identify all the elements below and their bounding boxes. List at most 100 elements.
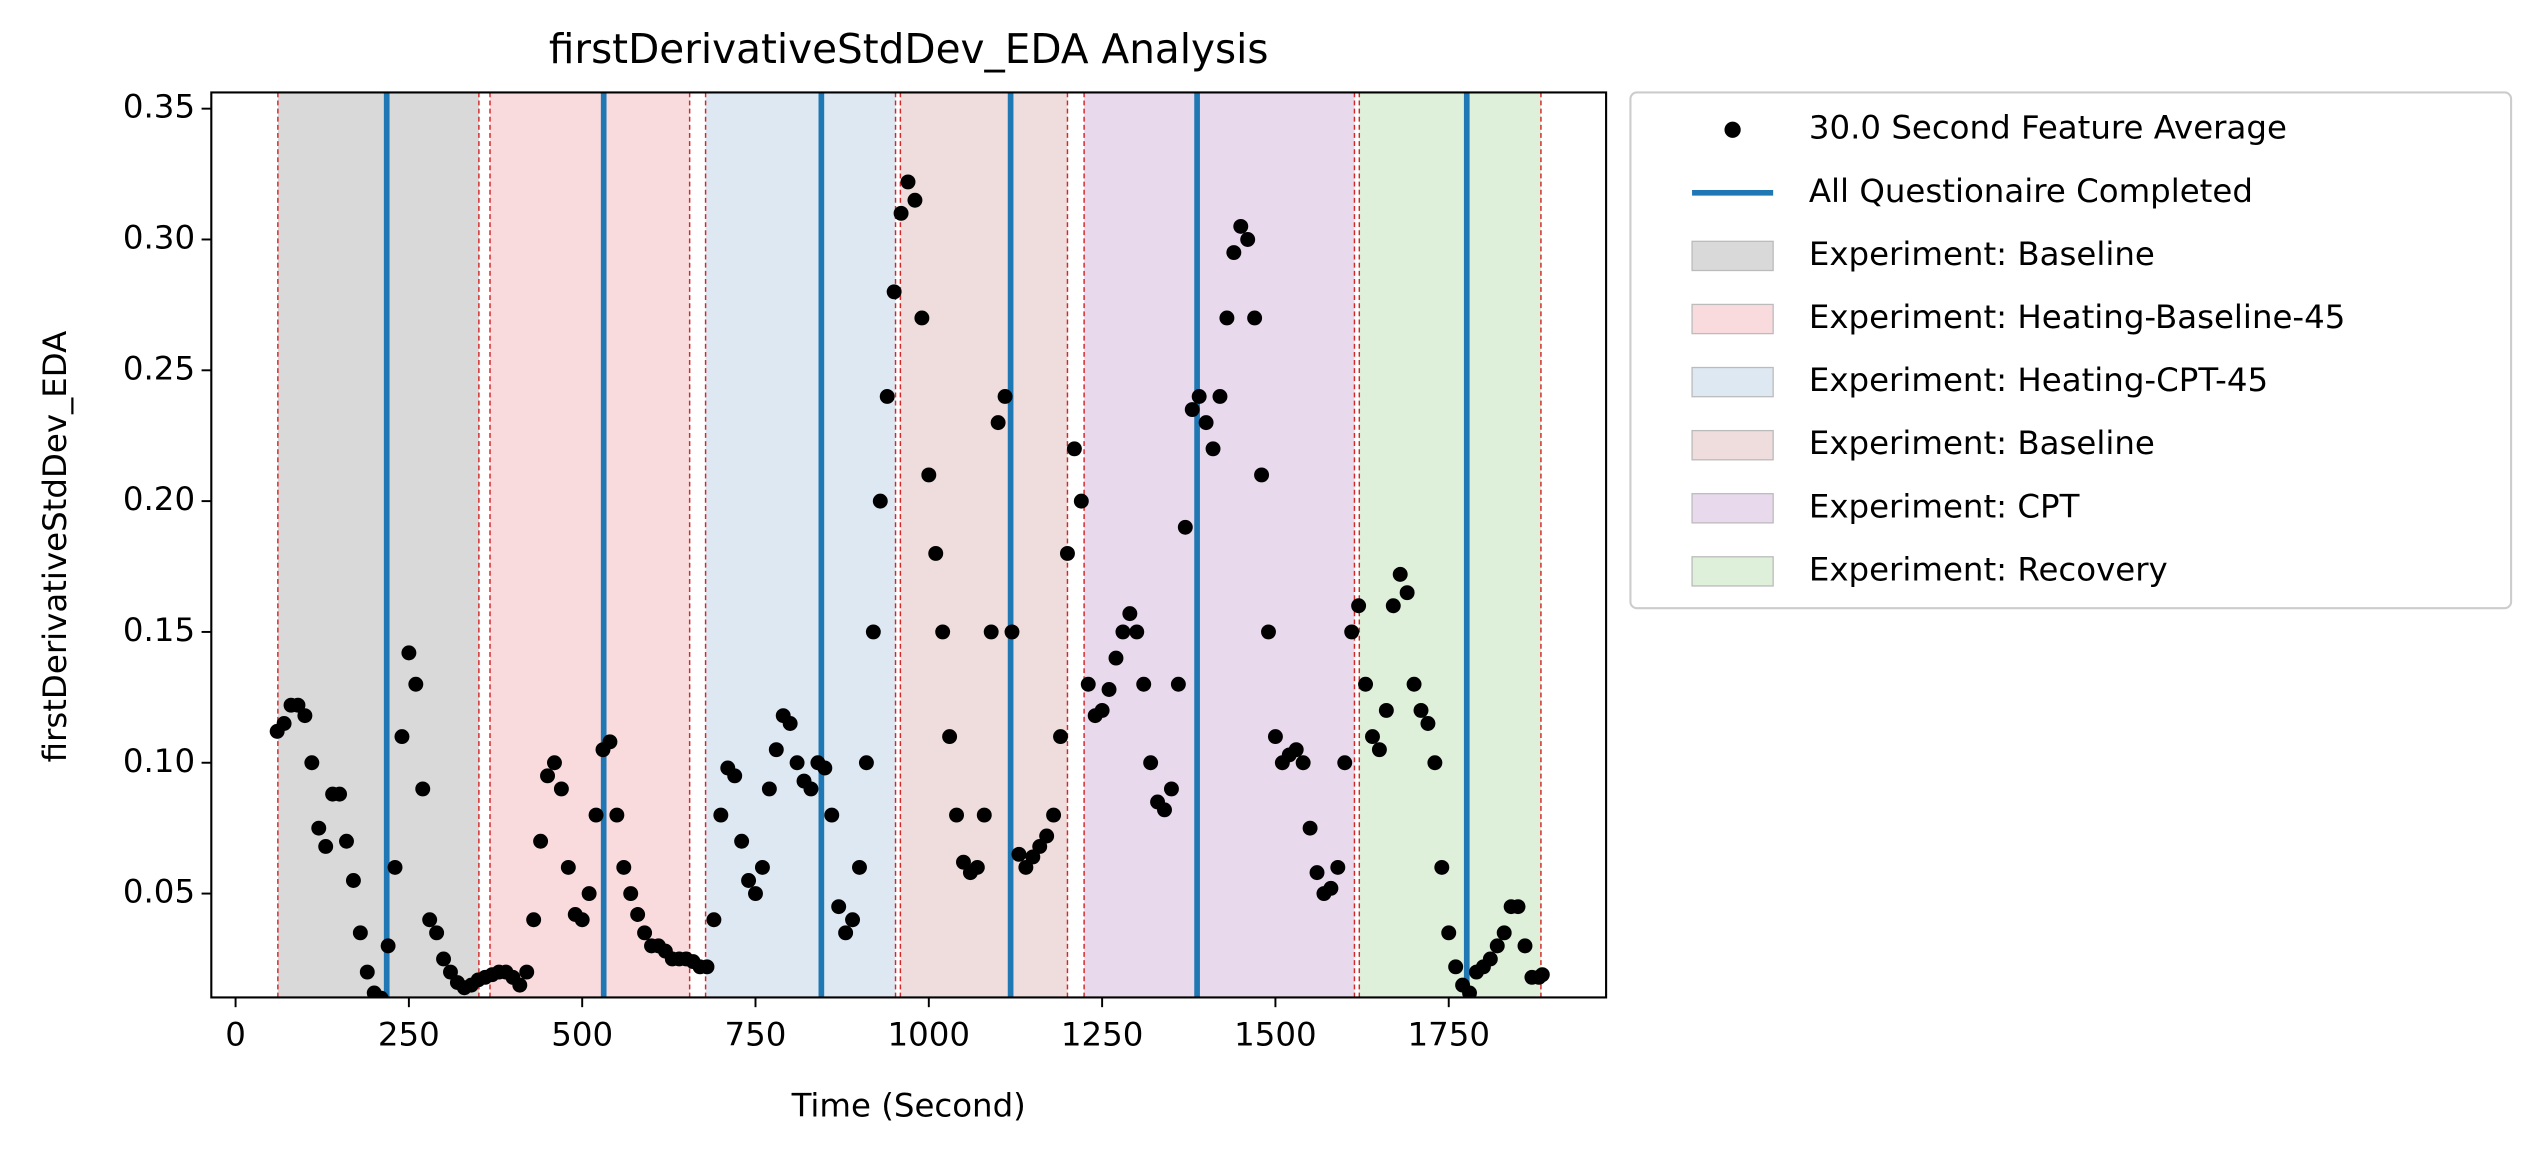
data-point <box>339 833 354 849</box>
data-point <box>519 964 535 980</box>
data-point <box>1323 880 1339 896</box>
data-point <box>623 886 639 902</box>
data-point <box>789 755 805 771</box>
data-point <box>852 859 867 875</box>
data-point <box>373 990 389 998</box>
data-point <box>1434 859 1450 875</box>
data-point <box>872 493 888 509</box>
data-point <box>436 951 452 967</box>
data-point <box>1004 624 1020 640</box>
data-point <box>1385 598 1401 614</box>
data-point <box>699 959 715 975</box>
data-point <box>1039 828 1055 844</box>
data-point <box>1219 310 1235 326</box>
data-point <box>1226 245 1242 261</box>
data-point <box>1115 624 1131 640</box>
y-tick-label: 0.15 <box>123 611 195 649</box>
data-point <box>560 859 576 875</box>
data-point <box>1163 781 1179 797</box>
legend-box <box>1629 91 2513 610</box>
data-point <box>609 807 625 823</box>
legend-label: Experiment: Heating-CPT-45 <box>1809 361 2268 399</box>
x-tick-label: 1250 <box>1061 1015 1144 1053</box>
data-point <box>429 925 445 941</box>
data-point <box>408 676 424 692</box>
data-point <box>318 839 334 854</box>
data-point <box>1365 729 1380 745</box>
data-point <box>345 873 361 888</box>
data-point <box>1136 676 1152 692</box>
data-point <box>387 859 403 875</box>
data-point <box>1420 716 1436 731</box>
data-point <box>588 807 604 823</box>
x-axis-label: Time (Second) <box>791 1087 1026 1125</box>
data-point <box>1462 985 1477 998</box>
data-point <box>907 192 923 208</box>
data-point <box>422 912 438 928</box>
data-point <box>1247 310 1263 326</box>
data-point <box>380 938 396 954</box>
x-tick-label: 1000 <box>888 1015 971 1053</box>
data-point <box>1080 676 1096 692</box>
data-point <box>1378 702 1394 718</box>
data-point <box>1233 218 1249 234</box>
data-point <box>276 716 292 731</box>
data-point <box>1358 676 1374 692</box>
data-point <box>741 873 757 888</box>
data-point <box>637 925 653 941</box>
data-point <box>1330 859 1346 875</box>
data-point <box>893 205 909 221</box>
data-point <box>914 310 930 326</box>
data-point <box>533 833 549 849</box>
data-point <box>1399 585 1415 601</box>
y-tick-label: 0.30 <box>123 218 195 256</box>
data-point <box>1122 606 1138 622</box>
axes: 0 250 500 750 1000 1250 1500 1750 0.05 0.10 0.15 0.… <box>123 88 1490 1054</box>
data-point <box>754 859 770 875</box>
data-point <box>297 708 313 724</box>
data-point <box>311 820 327 836</box>
legend-marker <box>1691 303 1774 335</box>
legend-label: Experiment: Baseline <box>1809 235 2155 273</box>
data-point <box>602 734 618 750</box>
experiment-region <box>705 92 896 998</box>
data-point <box>1302 820 1318 836</box>
data-point <box>1517 938 1533 954</box>
data-point <box>976 807 992 823</box>
data-point <box>574 912 590 928</box>
x-tick-label: 0 <box>225 1015 246 1053</box>
data-point <box>540 768 555 784</box>
x-tick-label: 1500 <box>1234 1015 1317 1053</box>
chart-title: firstDerivativeStdDev_EDA Analysis <box>549 25 1269 73</box>
legend-label: Experiment: Recovery <box>1809 550 2168 588</box>
data-point <box>526 912 542 928</box>
data-point <box>1157 802 1172 818</box>
data-point <box>782 716 798 731</box>
data-point <box>1267 729 1283 745</box>
y-tick-label: 0.10 <box>123 742 195 780</box>
legend-label: Experiment: Heating-Baseline-45 <box>1809 298 2346 336</box>
y-tick-label: 0.25 <box>123 349 195 387</box>
data-point <box>1288 742 1304 758</box>
data-point <box>803 781 819 797</box>
data-point <box>886 284 902 300</box>
data-point <box>1143 755 1159 771</box>
data-point <box>748 886 763 902</box>
x-tick-label: 1750 <box>1407 1015 1490 1053</box>
data-point <box>553 781 569 797</box>
experiment-region <box>1084 92 1355 998</box>
data-point <box>817 760 833 776</box>
data-point <box>1101 682 1117 697</box>
data-point <box>1053 729 1068 745</box>
data-point <box>865 624 881 640</box>
data-point <box>1344 624 1360 640</box>
legend-label: Experiment: Baseline <box>1809 424 2155 462</box>
data-point <box>727 768 743 784</box>
data-point <box>928 545 944 561</box>
data-point <box>401 645 417 661</box>
data-point <box>304 755 320 771</box>
plot-frame <box>210 91 1608 999</box>
data-point <box>630 907 646 922</box>
